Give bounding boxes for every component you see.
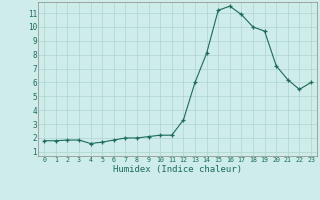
X-axis label: Humidex (Indice chaleur): Humidex (Indice chaleur) (113, 165, 242, 174)
